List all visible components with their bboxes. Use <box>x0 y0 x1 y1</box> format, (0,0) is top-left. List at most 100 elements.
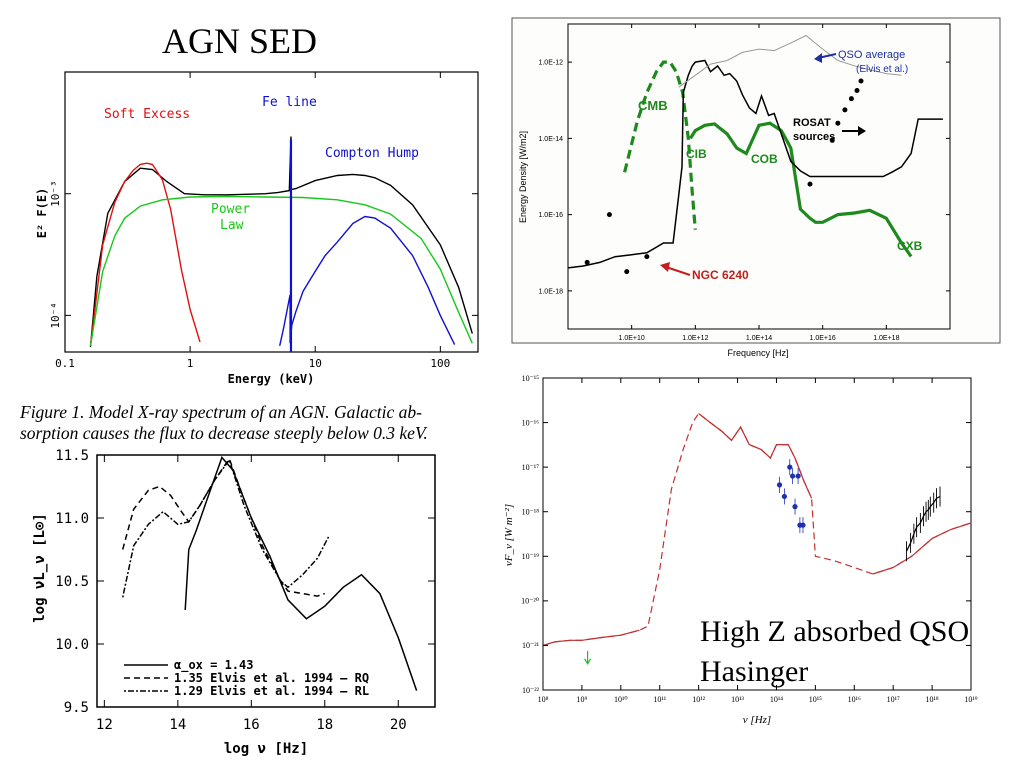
y-tick-label: 10⁻¹⁹ <box>522 552 540 561</box>
y-tick-label: 1.0E-18 <box>538 288 563 295</box>
y-tick-label: 1.0E-16 <box>538 212 563 219</box>
optical-data-point <box>790 473 796 479</box>
total-spectrum-line <box>89 136 473 347</box>
x-tick-label: 10¹³ <box>731 695 744 704</box>
x-tick-label: 10¹⁰ <box>614 695 628 704</box>
x-tick-label: 1 <box>187 357 194 370</box>
annotation-sources: sources <box>793 131 835 143</box>
x-tick-label: 1.0E+16 <box>810 335 836 342</box>
y-tick-label: 1.0E-14 <box>538 136 563 143</box>
xray-data-line <box>905 495 941 552</box>
x-tick-label: 1.0E+14 <box>746 335 772 342</box>
data-point <box>606 212 612 218</box>
high-z-x-axis-label: ν [Hz] <box>743 714 771 726</box>
rq-line <box>121 457 326 597</box>
optical-data-point <box>776 482 783 488</box>
quasar-x-axis-label: log ν [Hz] <box>224 741 308 757</box>
y-tick-label: 10⁻²¹ <box>522 641 540 650</box>
optical-data-point <box>795 473 801 479</box>
xray-y-axis-label: E² F(E) <box>35 188 49 239</box>
quasar-legend: α_ox = 1.431.35 Elvis et al. 1994 – RQ1.… <box>124 658 369 698</box>
annotation-cxb: CXB <box>897 239 923 253</box>
egb-x-axis-label: Frequency [Hz] <box>727 348 788 358</box>
power-law-line <box>89 195 473 346</box>
aox-143-line <box>184 456 418 691</box>
y-tick-label: 10⁻¹⁶ <box>522 418 540 427</box>
optical-data-point <box>797 522 803 528</box>
data-point <box>644 254 650 260</box>
x-tick-label: 14 <box>169 717 186 733</box>
y-tick-label: 10⁻²² <box>522 686 540 695</box>
x-tick-label: 1.0E+18 <box>873 335 899 342</box>
quasar-plot-frame <box>96 454 436 708</box>
ngc-arrow-icon <box>665 266 691 276</box>
cib-cob-cxb-curve <box>689 121 913 258</box>
optical-data-point <box>781 493 787 500</box>
slide-title: AGN SED <box>162 21 318 61</box>
y-tick-label: 11.5 <box>55 448 89 464</box>
annotation-qso-average: QSO average <box>838 49 905 61</box>
x-tick-label: 1.0E+10 <box>619 335 645 342</box>
x-tick-label: 10⁹ <box>577 695 588 704</box>
x-tick-label: 100 <box>430 357 450 370</box>
model-sed-solid-segment <box>542 629 640 646</box>
model-sed-solid-segment <box>698 413 813 499</box>
annotation-elvis: (Elvis et al.) <box>856 64 908 75</box>
optical-data-point <box>792 504 798 510</box>
data-point <box>829 137 835 143</box>
egb-image-frame <box>511 17 1001 344</box>
y-tick-label: 10⁻¹⁵ <box>522 374 540 383</box>
x-tick-label: 10¹⁴ <box>770 695 783 704</box>
cmb-curve <box>623 60 697 230</box>
data-point <box>858 78 864 84</box>
x-tick-label: 10⁸ <box>538 695 549 704</box>
y-tick-label: 10⁻¹⁸ <box>522 508 540 517</box>
model-sed-line <box>542 412 972 646</box>
x-tick-label: 10¹² <box>692 695 705 704</box>
x-tick-label: 10¹⁷ <box>887 695 900 704</box>
ngc-arrowhead-icon <box>660 262 670 272</box>
legend-label: α_ox = 1.43 <box>174 658 253 673</box>
x-tick-label: 1.0E+12 <box>682 335 708 342</box>
data-point <box>842 107 848 113</box>
egb-plot-frame <box>567 23 951 330</box>
model-sed-solid-segment <box>872 522 972 575</box>
upper-limit-arrow <box>584 650 592 666</box>
x-tick-label: 12 <box>96 717 113 733</box>
xray-x-axis-label: Energy (keV) <box>228 372 315 386</box>
annotation-soft-excess: Soft Excess <box>104 107 190 122</box>
data-point <box>835 120 841 126</box>
annotation-law: Law <box>220 218 244 233</box>
y-tick-label: 10⁻¹⁷ <box>522 463 540 472</box>
x-tick-label: 0.1 <box>55 357 75 370</box>
overlay-line-2: Hasinger <box>700 655 809 688</box>
annotation-ngc6240: NGC 6240 <box>692 268 749 282</box>
annotation-power: Power <box>211 202 250 217</box>
reflection-line <box>279 215 456 346</box>
egb-y-axis-label: Energy Density [W/m2] <box>518 131 528 223</box>
caption-line-2: sorption causes the flux to decrease ste… <box>20 423 428 443</box>
y-tick-label: 10.0 <box>55 637 89 653</box>
x-tick-label: 16 <box>243 717 260 733</box>
xray-plot-frame <box>64 71 479 353</box>
qso-arrow-icon <box>817 53 837 59</box>
optical-data-point <box>787 464 793 470</box>
data-point <box>584 259 590 265</box>
y-tick-label: 9.5 <box>64 700 89 716</box>
annotation-cmb: CMB <box>638 98 668 113</box>
y-tick-label: 11.0 <box>55 511 89 527</box>
x-tick-label: 10¹⁵ <box>809 695 822 704</box>
x-tick-label: 20 <box>390 717 407 733</box>
annotation-fe-line: Fe line <box>262 95 317 110</box>
y-tick-label: 10⁻⁴ <box>49 302 62 329</box>
annotation-cob: COB <box>751 152 778 166</box>
high-z-overlay-text: High Z absorbed QSO Hasinger <box>700 612 969 692</box>
y-tick-label: 1.0E-12 <box>538 60 563 67</box>
x-tick-label: 18 <box>316 717 333 733</box>
figure-caption: Figure 1. Model X-ray spectrum of an AGN… <box>20 402 500 444</box>
data-point <box>624 269 630 275</box>
caption-line-1: Figure 1. Model X-ray spectrum of an AGN… <box>20 402 422 422</box>
qso-average-line <box>678 34 902 88</box>
legend-label: 1.29 Elvis et al. 1994 – RL <box>174 684 369 698</box>
x-tick-label: 10¹⁹ <box>964 695 977 704</box>
